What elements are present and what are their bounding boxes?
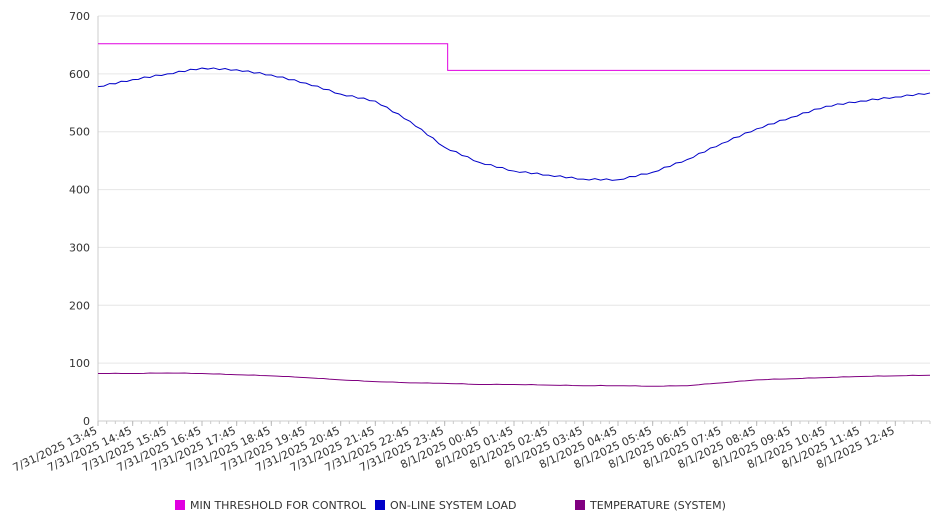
legend-item-min-threshold: MIN THRESHOLD FOR CONTROL [175, 497, 366, 513]
series-line-2 [98, 372, 931, 387]
line-chart: 0 100 200 300 400 500 600 700 7/31/2025 13:457/… [11, 10, 931, 474]
series-line-0 [98, 43, 930, 71]
series-line-1 [97, 67, 931, 181]
legend-swatch-temperature [575, 500, 585, 510]
legend-label-system-load: ON-LINE SYSTEM LOAD [390, 498, 517, 512]
y-tick-label: 200 [69, 299, 90, 312]
legend: MIN THRESHOLD FOR CONTROL ON-LINE SYSTEM… [0, 497, 946, 515]
legend-item-temperature: TEMPERATURE (SYSTEM) [575, 497, 726, 513]
y-tick-label: 300 [69, 241, 90, 254]
y-tick-label: 700 [69, 10, 90, 23]
y-tick-label: 400 [69, 184, 90, 197]
axes: 0 100 200 300 400 500 600 700 [69, 10, 931, 428]
legend-swatch-min-threshold [175, 500, 185, 510]
y-tick-label: 600 [69, 68, 90, 81]
series-lines [97, 43, 931, 387]
y-tick-label: 0 [83, 415, 90, 428]
y-tick-label: 100 [69, 357, 90, 370]
x-tick-labels: 7/31/2025 13:457/31/2025 14:457/31/2025 … [11, 424, 897, 474]
legend-swatch-system-load [375, 500, 385, 510]
y-tick-label: 500 [69, 126, 90, 139]
legend-label-temperature: TEMPERATURE (SYSTEM) [590, 498, 726, 512]
legend-item-system-load: ON-LINE SYSTEM LOAD [375, 497, 516, 513]
grid-lines [98, 15, 930, 422]
legend-label-min-threshold: MIN THRESHOLD FOR CONTROL [190, 498, 366, 512]
